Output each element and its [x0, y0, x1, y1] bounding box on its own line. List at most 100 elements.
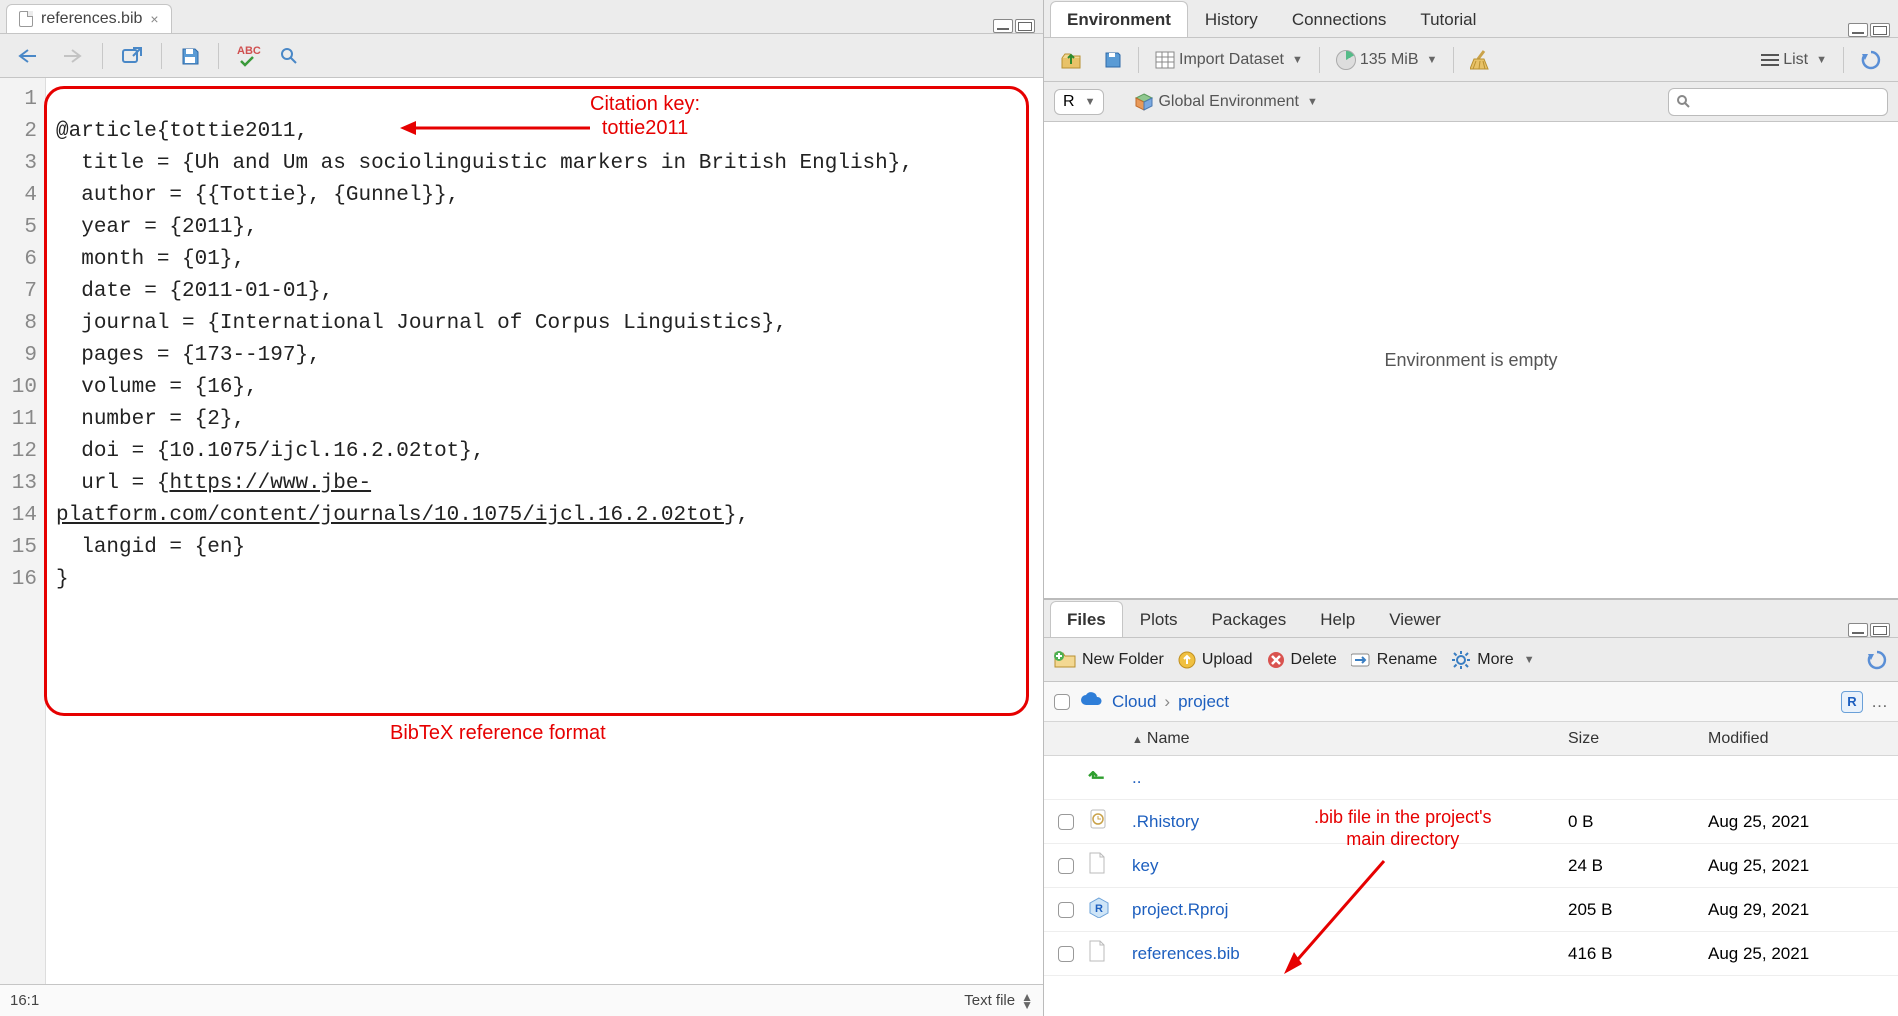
file-modified: Aug 25, 2021	[1708, 856, 1898, 876]
language-selector[interactable]: R ▼	[1054, 89, 1104, 115]
column-name[interactable]: ▲Name	[1128, 730, 1568, 748]
load-workspace-button[interactable]	[1054, 47, 1088, 73]
back-button[interactable]	[10, 44, 44, 68]
svg-text:R: R	[1095, 903, 1103, 915]
clear-workspace-button[interactable]	[1464, 46, 1500, 74]
file-name[interactable]: references.bib	[1132, 944, 1240, 963]
document-icon	[19, 11, 33, 27]
save-button[interactable]	[174, 43, 206, 69]
refresh-files-button[interactable]	[1866, 649, 1888, 671]
select-all-checkbox[interactable]	[1054, 694, 1070, 710]
chevron-down-icon: ▼	[1085, 96, 1096, 108]
files-list: ⬑ .. .Rhistory0 BAug 25, 2021key24 BAug …	[1044, 756, 1898, 976]
cube-icon	[1134, 93, 1154, 111]
file-name[interactable]: key	[1132, 856, 1158, 875]
file-name[interactable]: .Rhistory	[1132, 812, 1199, 831]
file-icon	[1088, 852, 1128, 879]
maximize-icon[interactable]	[1870, 623, 1890, 637]
minimize-icon[interactable]	[1848, 623, 1868, 637]
import-dataset-button[interactable]: Import Dataset ▼	[1149, 48, 1309, 72]
gear-icon	[1451, 650, 1471, 670]
tab-history[interactable]: History	[1188, 1, 1275, 37]
rename-button[interactable]: Rename	[1351, 651, 1437, 669]
pie-icon	[1336, 50, 1356, 70]
tab-tutorial[interactable]: Tutorial	[1403, 1, 1493, 37]
find-button[interactable]	[273, 43, 305, 69]
minimize-icon[interactable]	[1848, 23, 1868, 37]
minimize-icon[interactable]	[993, 19, 1013, 33]
toolbar-separator	[102, 43, 103, 69]
chevron-down-icon: ▼	[1816, 54, 1827, 66]
more-button[interactable]: More ▼	[1451, 650, 1534, 670]
file-modified: Aug 29, 2021	[1708, 900, 1898, 920]
delete-button[interactable]: Delete	[1267, 651, 1337, 669]
file-name[interactable]: project.Rproj	[1132, 900, 1228, 919]
updown-icon: ▲▼	[1021, 993, 1033, 1009]
tab-packages[interactable]: Packages	[1195, 601, 1304, 637]
editor[interactable]: 12345678910111213141516 @article{tottie2…	[0, 78, 1043, 984]
column-modified[interactable]: Modified	[1708, 730, 1898, 748]
breadcrumb-root[interactable]: Cloud	[1112, 692, 1156, 712]
row-checkbox[interactable]	[1058, 858, 1074, 874]
file-icon	[1088, 940, 1128, 967]
more-path-icon[interactable]: …	[1871, 692, 1888, 712]
refresh-icon	[1866, 649, 1888, 671]
memory-usage-button[interactable]: 135 MiB ▼	[1330, 47, 1444, 73]
list-icon	[1761, 53, 1779, 67]
files-breadcrumb: Cloud › project R …	[1044, 682, 1898, 722]
pane-window-controls	[993, 19, 1043, 33]
new-folder-button[interactable]: New Folder	[1054, 651, 1164, 669]
file-size: 24 B	[1568, 856, 1708, 876]
tab-help[interactable]: Help	[1303, 601, 1372, 637]
view-mode-button[interactable]: List ▼	[1755, 48, 1833, 72]
save-workspace-button[interactable]	[1098, 48, 1128, 72]
scope-selector[interactable]: Global Environment ▼	[1128, 90, 1323, 114]
close-icon[interactable]: ×	[150, 11, 158, 27]
annotation-arrow-icon	[1274, 856, 1394, 979]
file-type-selector[interactable]: Text file ▲▼	[964, 992, 1033, 1009]
sort-asc-icon: ▲	[1132, 734, 1143, 746]
file-row[interactable]: references.bib416 BAug 25, 2021	[1044, 932, 1898, 976]
file-size: 205 B	[1568, 900, 1708, 920]
maximize-icon[interactable]	[1870, 23, 1890, 37]
file-row[interactable]: .Rhistory0 BAug 25, 2021	[1044, 800, 1898, 844]
file-row[interactable]: key 24 BAug 25, 2021	[1044, 844, 1898, 888]
row-checkbox[interactable]	[1058, 814, 1074, 830]
toolbar-separator	[161, 43, 162, 69]
env-tabs: EnvironmentHistoryConnectionsTutorial	[1044, 0, 1898, 38]
file-size: 416 B	[1568, 944, 1708, 964]
upload-button[interactable]: Upload	[1178, 651, 1253, 669]
tab-connections[interactable]: Connections	[1275, 1, 1404, 37]
breadcrumb-leaf[interactable]: project	[1178, 692, 1229, 712]
row-checkbox[interactable]	[1058, 946, 1074, 962]
file-tab[interactable]: references.bib ×	[6, 4, 172, 33]
cursor-position: 16:1	[10, 992, 70, 1009]
search-icon	[1676, 94, 1690, 113]
cloud-icon	[1078, 689, 1104, 715]
tab-plots[interactable]: Plots	[1123, 601, 1195, 637]
editor-statusbar: 16:1 Text file ▲▼	[0, 984, 1043, 1016]
tab-viewer[interactable]: Viewer	[1372, 601, 1458, 637]
chevron-down-icon: ▼	[1307, 96, 1318, 108]
source-tabstrip: references.bib ×	[0, 0, 1043, 34]
env-search[interactable]	[1668, 88, 1888, 116]
breadcrumb-separator: ›	[1164, 692, 1170, 712]
file-row[interactable]: Rproject.Rproj 205 BAug 29, 2021	[1044, 888, 1898, 932]
tab-files[interactable]: Files	[1050, 601, 1123, 637]
row-checkbox[interactable]	[1058, 902, 1074, 918]
right-pane: EnvironmentHistoryConnectionsTutorial Im…	[1044, 0, 1898, 1016]
source-pane: references.bib × ABC	[0, 0, 1044, 1016]
parent-dir-row[interactable]: ⬑ ..	[1044, 756, 1898, 800]
file-modified: Aug 25, 2021	[1708, 812, 1898, 832]
env-search-input[interactable]	[1668, 88, 1888, 116]
column-size[interactable]: Size	[1568, 730, 1708, 748]
code-area[interactable]: @article{tottie2011, title = {Uh and Um …	[46, 78, 1043, 984]
spellcheck-button[interactable]: ABC	[231, 42, 261, 70]
refresh-button[interactable]	[1854, 46, 1888, 74]
files-panel: FilesPlotsPackagesHelpViewer New Folder …	[1044, 600, 1898, 1016]
forward-button[interactable]	[56, 44, 90, 68]
maximize-icon[interactable]	[1015, 19, 1035, 33]
show-in-new-window-button[interactable]	[115, 43, 149, 69]
project-icon[interactable]: R	[1841, 691, 1863, 713]
tab-environment[interactable]: Environment	[1050, 1, 1188, 37]
